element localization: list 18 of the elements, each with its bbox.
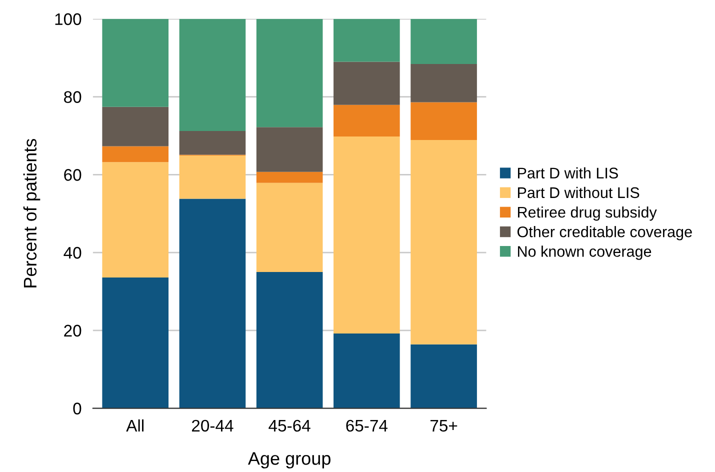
x-tick-label: All: [126, 419, 144, 432]
legend-label: Other creditable coverage: [517, 226, 692, 240]
y-tick-label: 100: [55, 13, 82, 26]
y-tick-label: 80: [64, 91, 82, 103]
legend-label: Part D with LIS: [518, 167, 618, 179]
legend-label: Retiree drug subsidy: [518, 206, 657, 221]
y-tick-label: 0: [73, 402, 82, 414]
x-tick-label: 20-44: [192, 420, 234, 432]
x-tick-label: 65-74: [346, 420, 388, 432]
y-tick-label: 60: [64, 169, 82, 181]
y-tick-label: 20: [64, 324, 82, 337]
legend-label: No known coverage: [518, 246, 652, 260]
x-tick-label: 75+: [430, 420, 458, 432]
y-tick-label: 40: [64, 246, 82, 259]
y-axis-title: Percent of patients: [23, 138, 40, 288]
legend-label: Part D without LIS: [518, 186, 640, 198]
x-axis-title: Age group: [248, 452, 330, 468]
x-tick-label: 45-64: [268, 420, 310, 432]
